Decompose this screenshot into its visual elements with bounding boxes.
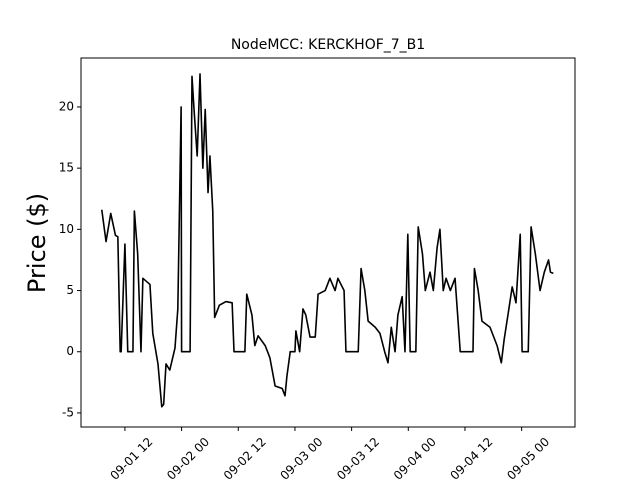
- y-tick-label: 0: [66, 344, 74, 358]
- y-tick-label: 5: [66, 283, 74, 297]
- x-tick-label: 09-03 00: [277, 435, 325, 480]
- x-tick-label: 09-01 12: [107, 435, 155, 480]
- x-tick-label: 09-02 00: [164, 435, 212, 480]
- chart-title: NodeMCC: KERCKHOF_7_B1: [231, 37, 425, 53]
- data-line: [100, 73, 554, 408]
- y-tick-label: 15: [59, 161, 74, 175]
- y-tick-label: -5: [62, 405, 74, 419]
- x-tick-label: 09-04 12: [448, 435, 496, 480]
- y-tick-label: 10: [59, 222, 74, 236]
- y-tick-label: 20: [59, 99, 74, 113]
- x-tick-label: 09-03 12: [334, 435, 382, 480]
- plot-frame: [80, 57, 576, 428]
- y-axis-label: Price ($): [23, 193, 51, 293]
- x-tick-label: 09-02 12: [221, 435, 269, 480]
- x-tick-label: 09-05 00: [504, 435, 552, 480]
- x-tick-label: 09-04 00: [391, 435, 439, 480]
